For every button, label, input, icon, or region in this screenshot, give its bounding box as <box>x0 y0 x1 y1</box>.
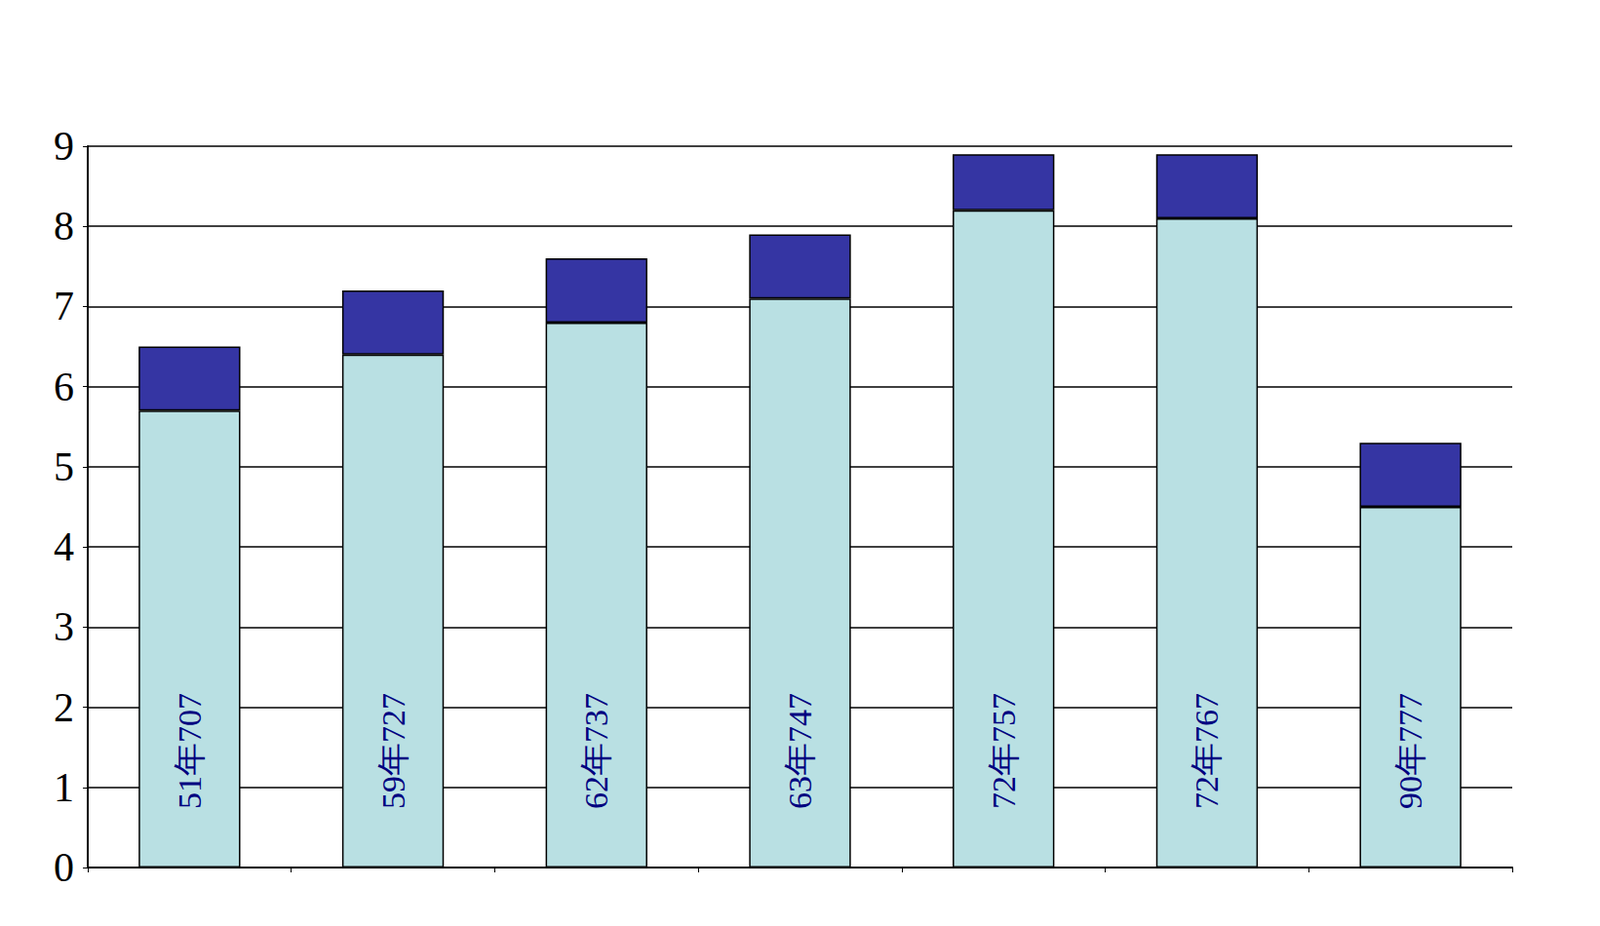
svg-text:72年757: 72年757 <box>985 693 1022 810</box>
svg-text:4: 4 <box>53 524 75 570</box>
svg-text:9: 9 <box>53 123 75 169</box>
svg-text:8: 8 <box>53 203 75 249</box>
svg-text:62年737: 62年737 <box>578 693 615 810</box>
svg-text:7: 7 <box>53 283 75 329</box>
svg-text:6: 6 <box>53 364 75 410</box>
svg-text:5: 5 <box>53 444 75 490</box>
svg-text:51年707: 51年707 <box>171 693 208 810</box>
svg-text:3: 3 <box>53 604 75 650</box>
svg-text:72年767: 72年767 <box>1188 693 1225 810</box>
svg-text:63年747: 63年747 <box>781 693 819 810</box>
svg-text:59年727: 59年727 <box>375 693 412 810</box>
svg-text:1: 1 <box>53 765 75 811</box>
svg-text:0: 0 <box>53 845 75 891</box>
svg-text:90年777: 90年777 <box>1392 693 1429 810</box>
svg-text:2: 2 <box>53 685 75 731</box>
